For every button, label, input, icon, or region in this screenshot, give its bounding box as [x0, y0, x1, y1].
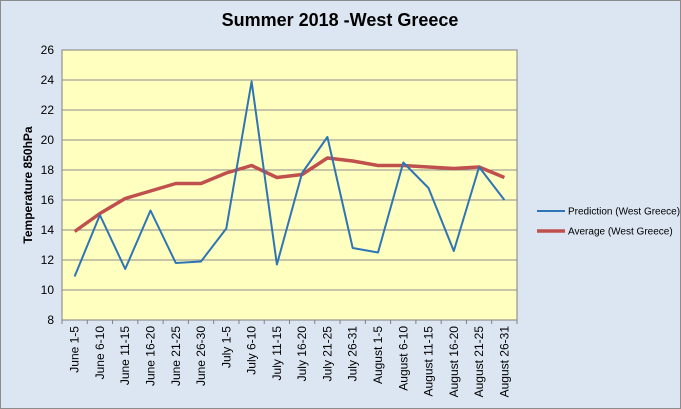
x-tick-label: June 6-10 — [93, 326, 107, 380]
x-tick-label: July 26-31 — [346, 326, 360, 382]
x-tick-label: August 6-10 — [396, 326, 410, 391]
x-tick-label: July 21-25 — [320, 326, 334, 382]
y-axis-ticks: 8 10 12 14 16 18 20 22 24 26 — [41, 43, 55, 327]
x-tick-label: August 16-20 — [447, 326, 461, 398]
x-tick-label: June 21-25 — [169, 326, 183, 386]
x-tick-label: June 26-30 — [194, 326, 208, 386]
y-tick-label: 26 — [41, 43, 55, 57]
x-tick-label: July 1-5 — [219, 326, 233, 368]
gridlines — [62, 79, 517, 291]
y-axis-title: Temperature 850hPa — [21, 126, 35, 243]
x-tick-label: August 21-25 — [472, 326, 486, 398]
x-tick-label: August 11-15 — [422, 326, 436, 397]
y-tick-label: 14 — [41, 223, 55, 237]
y-tick-label: 8 — [47, 313, 54, 327]
legend-label-0: Prediction (West Greece) — [568, 207, 680, 218]
x-tick-label: August 1-5 — [371, 326, 385, 384]
y-tick-label: 24 — [41, 73, 55, 87]
chart-title: Summer 2018 -West Greece — [222, 10, 459, 30]
x-tick-label: July 6-10 — [245, 326, 259, 375]
x-tick-label: June 11-15 — [118, 326, 132, 385]
y-tick-label: 20 — [41, 133, 55, 147]
x-tick-label: July 16-20 — [295, 326, 309, 382]
y-tick-label: 22 — [41, 103, 55, 117]
y-tick-label: 12 — [41, 253, 55, 267]
plot-area — [61, 49, 518, 321]
legend-label-1: Average (West Greece) — [568, 227, 673, 238]
x-axis-ticks: June 1-5 June 6-10 June 11-15 June 16-20 Jun… — [61, 320, 518, 398]
y-tick-label: 18 — [41, 163, 55, 177]
x-tick-label: June 1-5 — [68, 326, 82, 373]
series-line-1 — [73, 156, 506, 233]
y-tick-label: 10 — [41, 283, 55, 297]
x-tick-label: August 26-31 — [497, 326, 511, 398]
legend: Prediction (West Greece) Average (West Gr… — [537, 207, 680, 238]
x-tick-label: July 11-15 — [270, 326, 284, 381]
series-lines — [73, 80, 506, 277]
y-tick-label: 16 — [41, 193, 55, 207]
x-tick-label: June 16-20 — [143, 326, 157, 386]
series-line-0 — [73, 80, 506, 277]
